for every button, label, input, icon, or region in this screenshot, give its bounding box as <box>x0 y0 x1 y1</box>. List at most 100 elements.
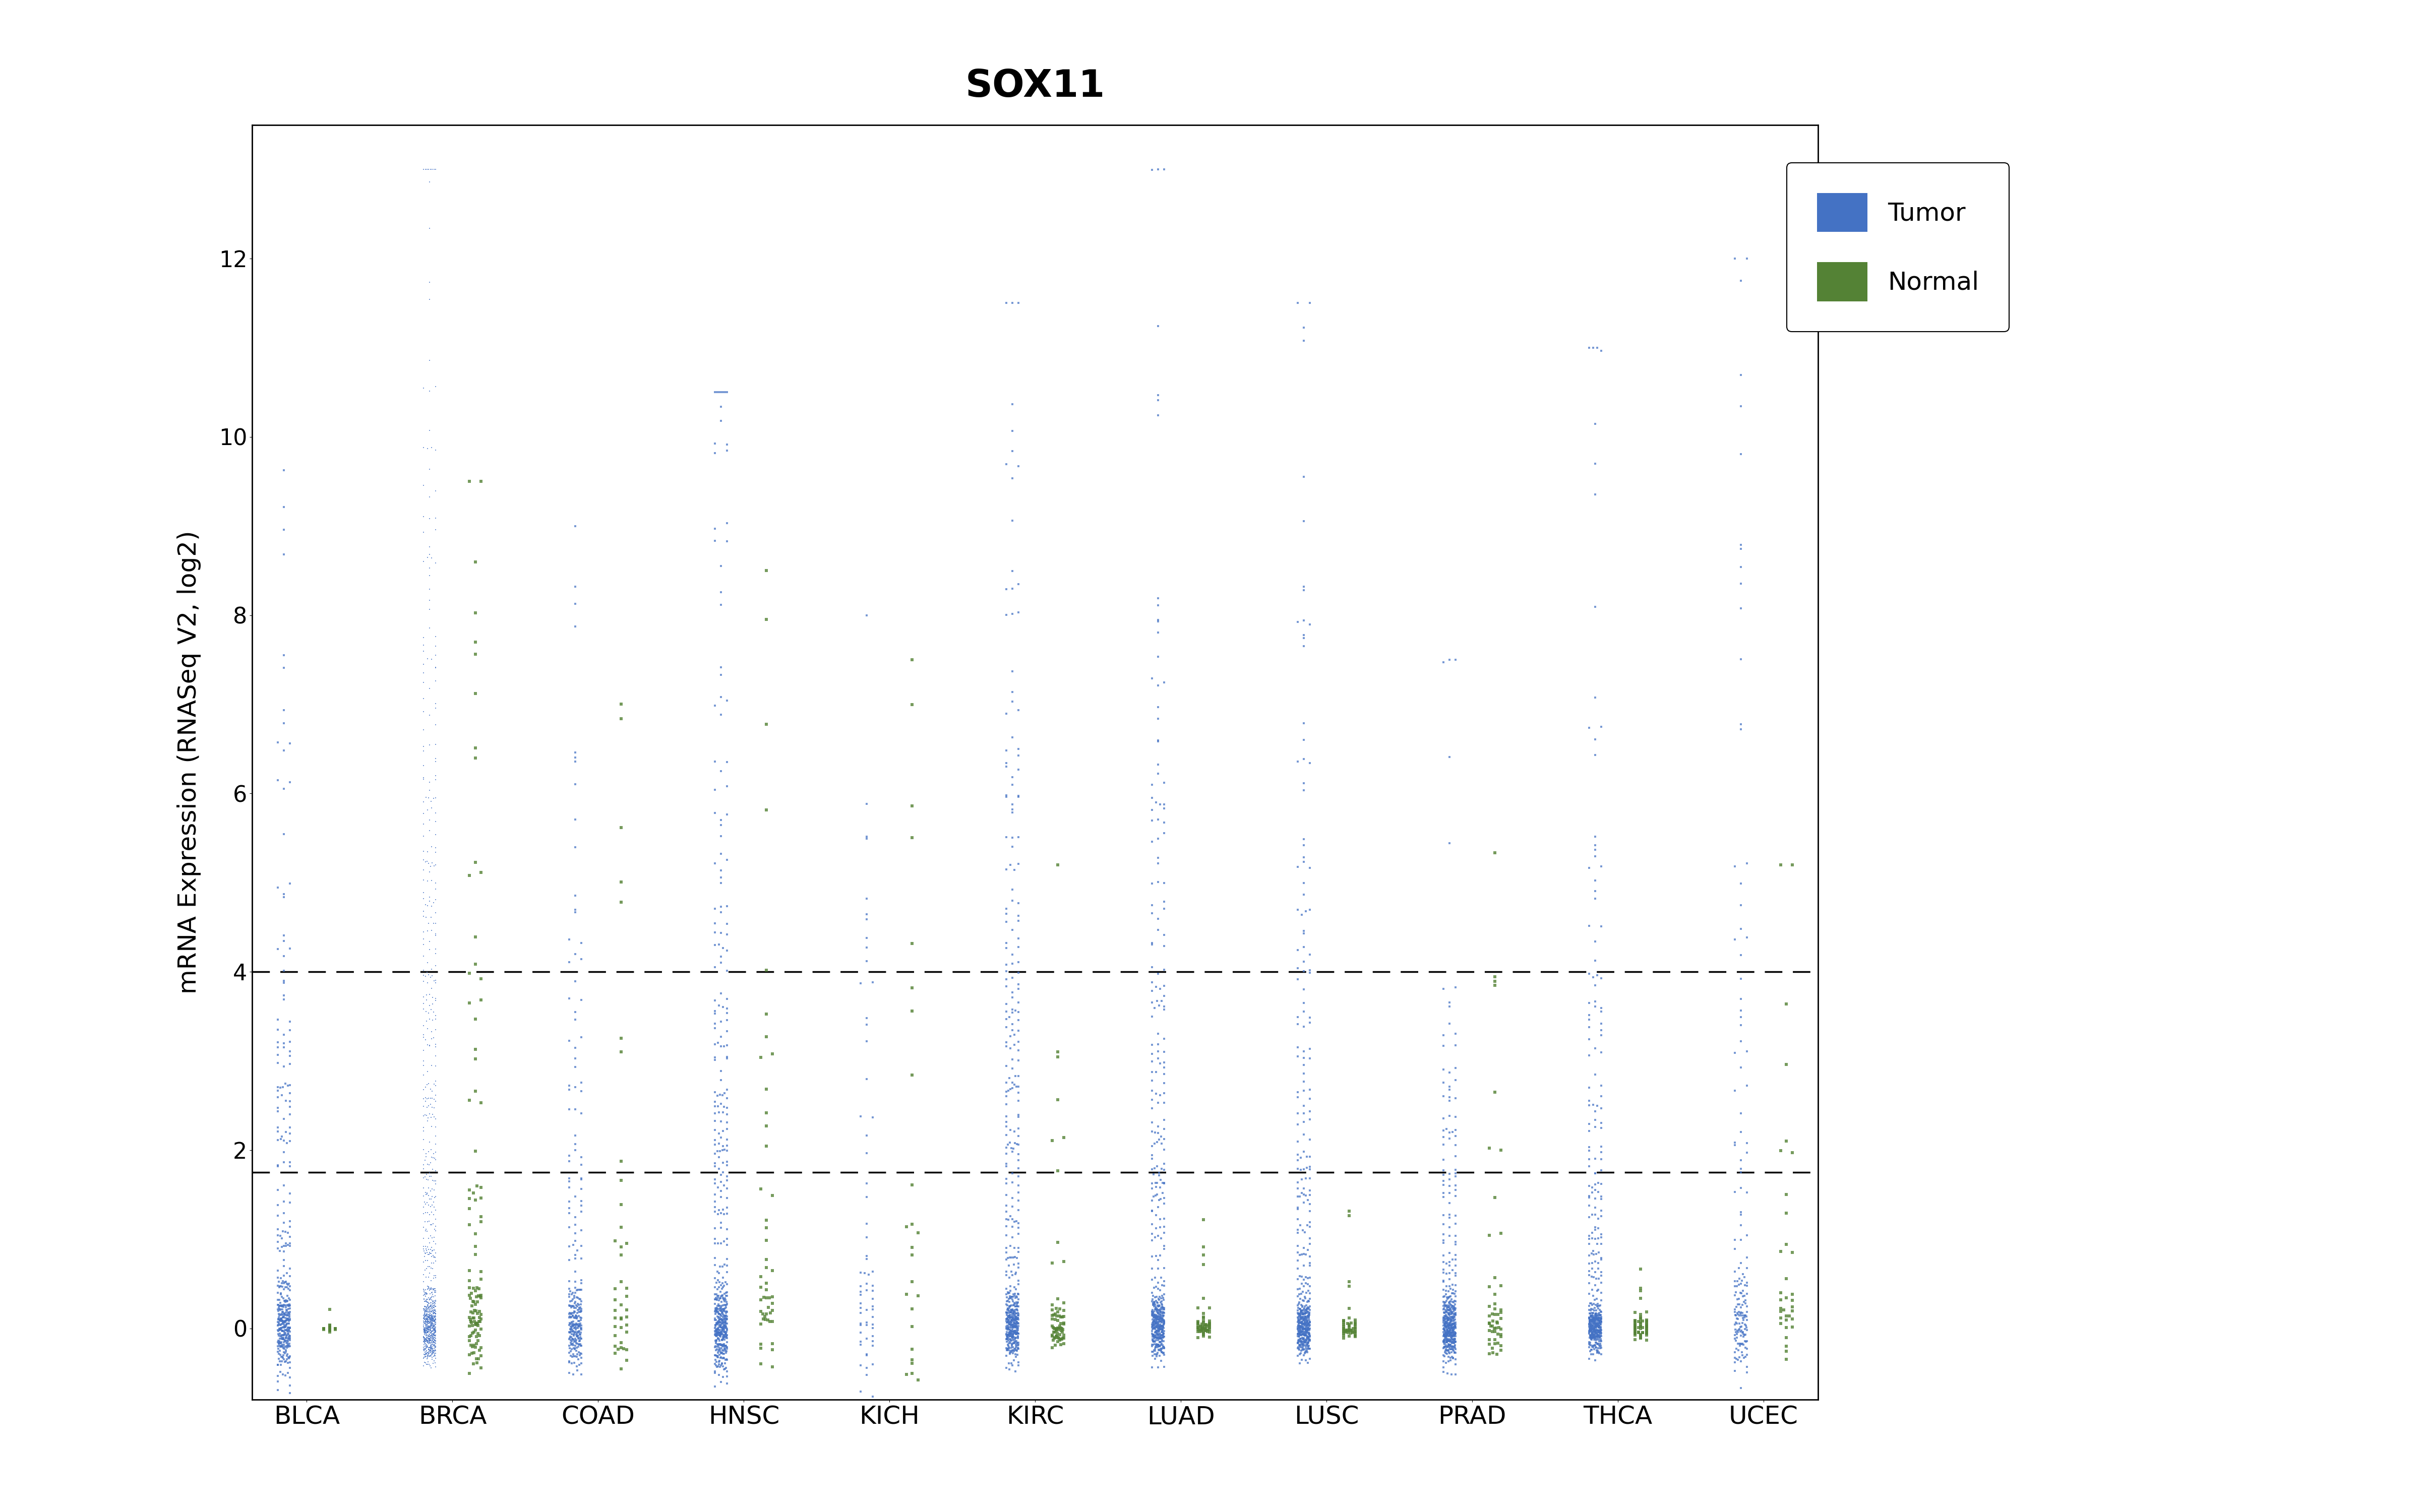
Point <box>995 1244 1033 1269</box>
Point <box>1145 157 1183 181</box>
Point <box>407 1320 445 1344</box>
Point <box>1278 1170 1316 1194</box>
Point <box>1287 1318 1326 1343</box>
Point <box>704 1311 743 1335</box>
Point <box>854 1287 893 1311</box>
Point <box>269 1131 307 1155</box>
Point <box>1036 1320 1074 1344</box>
Point <box>1133 1340 1171 1364</box>
Point <box>269 1284 307 1308</box>
Point <box>1036 1302 1074 1326</box>
Point <box>1287 1326 1326 1350</box>
Point <box>1435 1312 1474 1337</box>
Point <box>561 1326 600 1350</box>
Point <box>460 1284 499 1308</box>
Point <box>407 1303 445 1328</box>
Point <box>549 1143 588 1167</box>
Point <box>269 1346 307 1370</box>
Point <box>1575 1311 1614 1335</box>
Point <box>1428 1325 1467 1349</box>
Point <box>411 854 450 878</box>
Point <box>1435 1325 1474 1349</box>
Point <box>264 1315 302 1340</box>
Point <box>1280 1276 1319 1300</box>
Point <box>1285 1306 1324 1331</box>
Point <box>1578 1308 1617 1332</box>
Point <box>409 1308 448 1332</box>
Point <box>269 1332 307 1356</box>
Point <box>261 1238 300 1263</box>
Point <box>261 1334 300 1358</box>
Point <box>414 1309 453 1334</box>
Point <box>1183 1235 1222 1259</box>
Point <box>990 1335 1028 1359</box>
Point <box>697 1300 736 1325</box>
Point <box>1425 1318 1464 1343</box>
Point <box>409 1335 448 1359</box>
Point <box>416 1309 455 1334</box>
Point <box>707 1300 745 1325</box>
Point <box>1290 1337 1329 1361</box>
Point <box>987 1282 1026 1306</box>
Y-axis label: mRNA Expression (RNASeq V2, log2): mRNA Expression (RNASeq V2, log2) <box>177 531 201 993</box>
Point <box>741 1312 779 1337</box>
Point <box>999 1326 1038 1350</box>
Point <box>404 1294 443 1318</box>
Point <box>854 1105 893 1129</box>
Point <box>992 1321 1031 1346</box>
Point <box>1280 1320 1319 1344</box>
Point <box>411 564 450 588</box>
Point <box>702 1311 741 1335</box>
Point <box>1278 1278 1316 1302</box>
Point <box>995 1323 1033 1347</box>
Point <box>854 1352 893 1376</box>
Point <box>997 1334 1036 1358</box>
Point <box>1038 1045 1077 1069</box>
Point <box>409 1296 448 1320</box>
Point <box>1575 1318 1614 1343</box>
Point <box>259 1043 298 1067</box>
Point <box>1278 1080 1316 1104</box>
Point <box>699 1314 738 1338</box>
Point <box>1435 1306 1474 1331</box>
Point <box>990 1303 1028 1328</box>
Point <box>1583 1311 1621 1335</box>
Point <box>407 1332 445 1356</box>
Point <box>411 1303 450 1328</box>
Point <box>987 1328 1026 1352</box>
Point <box>310 1312 348 1337</box>
Point <box>707 1337 745 1361</box>
Point <box>407 1323 445 1347</box>
Point <box>1043 1317 1082 1341</box>
Point <box>1285 1296 1324 1320</box>
Point <box>1428 1317 1467 1341</box>
Point <box>987 1054 1026 1078</box>
Point <box>1140 1314 1179 1338</box>
Point <box>1278 1321 1316 1346</box>
Point <box>748 712 786 736</box>
Point <box>310 1297 348 1321</box>
Point <box>992 1320 1031 1344</box>
Point <box>702 1332 741 1356</box>
Point <box>1278 1317 1316 1341</box>
Point <box>1137 1305 1176 1329</box>
Point <box>704 1326 743 1350</box>
Point <box>992 1225 1031 1249</box>
Point <box>995 1338 1033 1362</box>
Point <box>1181 1318 1220 1343</box>
Point <box>1573 1314 1612 1338</box>
Point <box>704 1302 743 1326</box>
Point <box>987 1325 1026 1349</box>
Point <box>697 1296 736 1320</box>
Point <box>1283 1331 1321 1355</box>
Point <box>704 1303 743 1328</box>
Point <box>695 1306 733 1331</box>
Point <box>416 1311 455 1335</box>
Point <box>1573 1309 1612 1334</box>
Point <box>407 1294 445 1318</box>
Point <box>999 927 1038 951</box>
Point <box>1278 1293 1316 1317</box>
Point <box>554 1299 593 1323</box>
Point <box>1033 1293 1072 1317</box>
Point <box>1575 1323 1614 1347</box>
